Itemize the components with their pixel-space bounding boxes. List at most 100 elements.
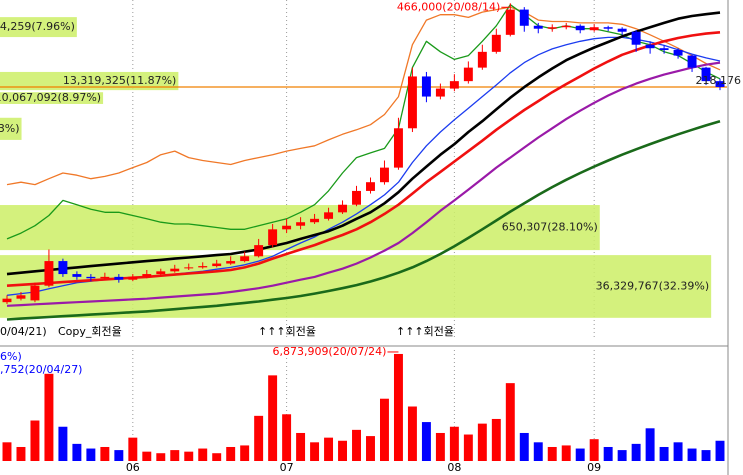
volume-bar xyxy=(212,453,222,461)
volume-bar xyxy=(505,383,515,461)
volume-bar xyxy=(324,437,334,461)
volume-profile-label: 10,067,092(8.97%) xyxy=(0,91,101,104)
volume-bar xyxy=(687,448,697,461)
volume-bar xyxy=(30,420,40,461)
volume-bar xyxy=(366,436,375,461)
ma-line xyxy=(6,119,721,321)
volume-bar xyxy=(44,373,54,461)
volume-bar xyxy=(449,426,459,461)
candle-body xyxy=(561,25,571,28)
volume-bar xyxy=(645,428,655,461)
candle-body xyxy=(617,28,627,32)
price-line-label: 218,176 xyxy=(696,74,742,87)
candle-body xyxy=(226,261,236,264)
volume-profile-label: 36,329,767(32.39%) xyxy=(596,279,710,292)
max-volume-label: 6,873,909(20/07/24) xyxy=(272,345,386,358)
x-tick-label: 08 xyxy=(447,461,461,474)
volume-bar xyxy=(715,440,725,461)
volume-profile-bar xyxy=(0,71,179,91)
volume-bar xyxy=(603,446,613,461)
volume-bar xyxy=(226,446,236,461)
volume-bar xyxy=(393,353,403,461)
profile-layer xyxy=(0,0,727,462)
candle-body xyxy=(352,190,361,205)
candle-body xyxy=(575,25,585,31)
candle-body xyxy=(407,76,417,129)
volume-bar xyxy=(58,426,68,461)
candle-body xyxy=(86,276,96,279)
candle-body xyxy=(338,204,348,213)
candle-body xyxy=(128,276,138,280)
candle-body xyxy=(58,261,68,275)
volume-bar xyxy=(421,422,431,461)
candle-body xyxy=(170,268,180,272)
candle-body xyxy=(687,55,697,68)
volume-bar xyxy=(296,432,306,461)
candle-body xyxy=(715,81,725,87)
volume-bar xyxy=(240,445,250,461)
volume-bar xyxy=(352,429,361,461)
volume-bar xyxy=(198,448,208,461)
volume-bar xyxy=(463,434,473,461)
candle-body xyxy=(240,256,250,262)
volume-bar xyxy=(561,445,571,461)
volume-bar xyxy=(435,432,445,461)
candle-body xyxy=(282,225,292,230)
volume-profile-bar xyxy=(0,92,104,104)
volume-bar xyxy=(16,446,26,461)
event-label: ↑↑↑회전율 xyxy=(396,325,454,338)
volume-bar xyxy=(268,375,278,461)
volume-bar xyxy=(547,446,557,461)
volume-bar xyxy=(86,448,96,461)
candle-body xyxy=(421,76,431,97)
candle-body xyxy=(533,25,543,29)
candle-body xyxy=(72,274,82,277)
event-label: ↑↑↑회전율 xyxy=(258,325,316,338)
volume-bar xyxy=(156,453,166,461)
volume-bar xyxy=(2,442,12,461)
candle-body xyxy=(631,31,641,45)
volume-profile-label: 13,319,325(11.87%) xyxy=(63,74,177,87)
volume-bar xyxy=(491,418,501,461)
candle-body xyxy=(198,266,208,268)
candle-body xyxy=(366,182,375,191)
candle-body xyxy=(30,285,40,301)
candle-body xyxy=(142,274,152,277)
candle-body xyxy=(212,263,222,267)
volume-bar xyxy=(72,443,82,461)
candle-body xyxy=(463,67,473,82)
candle-body xyxy=(449,81,459,89)
volume-bar xyxy=(631,443,641,461)
candle-body xyxy=(254,245,264,257)
volume-bar xyxy=(142,451,152,461)
candle-body xyxy=(296,222,306,226)
candle-body xyxy=(435,88,445,97)
candle-body xyxy=(268,229,278,246)
candle-body xyxy=(645,44,655,49)
volume-bar xyxy=(673,442,683,461)
volume-bar xyxy=(100,446,110,461)
candle-body xyxy=(477,51,487,68)
volume-profile-label: 3%) xyxy=(0,122,20,135)
candle-body xyxy=(547,27,557,29)
candle-body xyxy=(491,34,501,52)
plot-layer xyxy=(2,3,725,461)
candle-body xyxy=(519,9,529,26)
candle-body xyxy=(100,276,110,279)
volume-bar xyxy=(379,398,389,461)
volume-bar xyxy=(533,442,543,461)
volume-bar xyxy=(617,450,627,461)
volume-bar xyxy=(310,442,320,461)
candle-body xyxy=(603,27,613,29)
candle-body xyxy=(589,27,599,31)
volume-bar xyxy=(575,448,585,461)
x-tick-label: 06 xyxy=(126,461,140,474)
candle-body xyxy=(16,295,26,299)
x-tick-label: 09 xyxy=(587,461,601,474)
volume-left-label: 6%) xyxy=(0,350,22,363)
candle-body xyxy=(156,271,166,275)
ma-line xyxy=(6,31,721,287)
x-tick-label: 07 xyxy=(280,461,294,474)
volume-bar xyxy=(701,450,711,461)
